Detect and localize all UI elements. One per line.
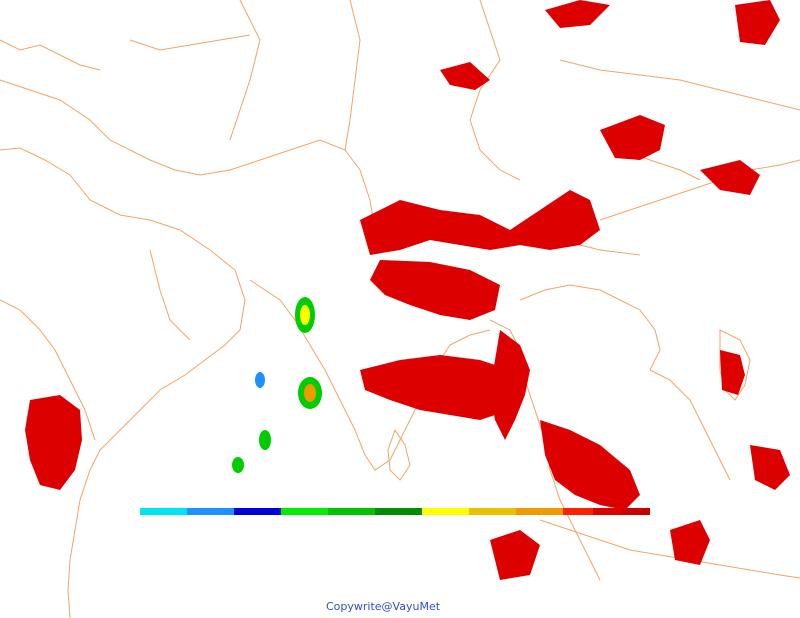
precipitation-heavy xyxy=(25,0,790,580)
legend-colorbar xyxy=(140,508,650,515)
copyright-text: Copywrite@VayuMet xyxy=(326,600,441,613)
precipitation-light xyxy=(232,297,322,473)
